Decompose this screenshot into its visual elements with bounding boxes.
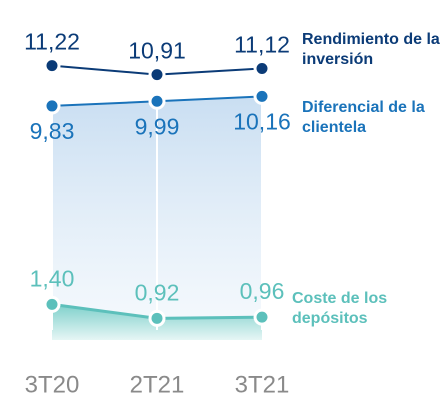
x-tick-label: 2T21 xyxy=(130,371,185,398)
value-label: 0,96 xyxy=(240,278,285,304)
legend-label: Rendimiento de la inversión xyxy=(302,31,440,68)
value-label: 11,12 xyxy=(234,32,290,58)
value-label: 10,16 xyxy=(233,108,291,134)
legend-label: Diferencial de la clientela xyxy=(302,99,425,136)
marker xyxy=(148,66,166,84)
value-label: 10,91 xyxy=(128,38,186,64)
marker xyxy=(43,97,61,115)
marker xyxy=(43,295,61,313)
marker xyxy=(148,309,166,327)
value-label: 1,40 xyxy=(30,265,75,291)
marker xyxy=(253,308,271,326)
value-label: 11,22 xyxy=(24,29,80,55)
legend-label: Coste de los depósitos xyxy=(292,290,388,327)
value-label: 0,92 xyxy=(135,279,180,305)
marker xyxy=(148,92,166,110)
x-tick-label: 3T21 xyxy=(235,371,290,398)
value-label: 9,99 xyxy=(135,113,180,139)
x-tick-label: 3T20 xyxy=(25,371,80,398)
marker xyxy=(43,57,61,75)
marker xyxy=(253,60,271,78)
marker xyxy=(253,87,271,105)
value-label: 9,83 xyxy=(30,118,75,144)
